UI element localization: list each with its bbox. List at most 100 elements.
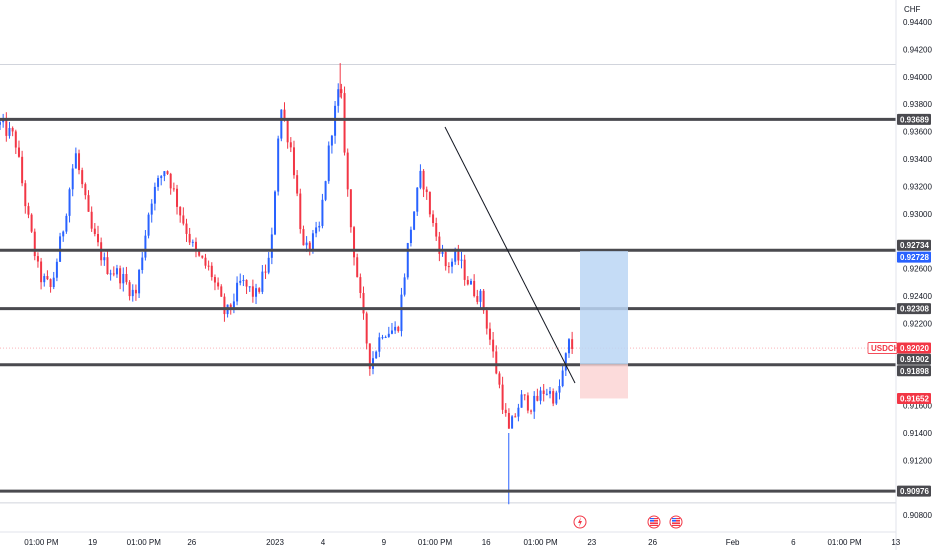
candle-body xyxy=(381,337,384,339)
trend-line[interactable] xyxy=(444,126,576,384)
candle-body xyxy=(185,223,188,234)
position-loss-zone[interactable] xyxy=(580,364,628,399)
candle-body xyxy=(305,242,308,246)
candle-body xyxy=(463,259,466,280)
candle-body xyxy=(460,259,463,261)
candle-body xyxy=(5,119,8,136)
candle-body xyxy=(213,277,216,283)
candle-body xyxy=(492,339,495,352)
candle-body xyxy=(511,416,514,429)
candle-body xyxy=(172,188,175,190)
x-tick-label: 2023 xyxy=(266,538,284,547)
candle-body xyxy=(552,391,555,404)
x-tick-label: 13 xyxy=(891,538,900,547)
plot-area[interactable] xyxy=(0,63,896,505)
candle-body xyxy=(17,147,20,157)
candle-body xyxy=(255,288,258,297)
candle-body xyxy=(473,280,476,297)
price-label-text: 0.91902 xyxy=(900,355,929,364)
us-flag-icon[interactable] xyxy=(647,515,661,529)
us-flag-icon[interactable] xyxy=(669,515,683,529)
candle-body xyxy=(239,280,242,283)
position-profit-zone[interactable] xyxy=(580,251,628,365)
event-markers[interactable] xyxy=(573,515,683,529)
candle-body xyxy=(150,203,153,215)
candle-body xyxy=(378,337,381,352)
candle-body xyxy=(93,228,96,234)
price-label-bg xyxy=(897,342,931,354)
candle-body xyxy=(330,135,333,146)
candle-body xyxy=(43,276,46,283)
candle-body xyxy=(482,290,485,311)
candle-body xyxy=(498,373,501,385)
x-tick-label: 01:00 PM xyxy=(523,538,558,547)
candle-body xyxy=(356,257,359,278)
candle-body xyxy=(479,290,482,302)
candle-body xyxy=(425,189,428,193)
candle-body xyxy=(112,273,115,275)
candle-body xyxy=(207,265,210,267)
candle-body xyxy=(245,279,248,287)
candle-body xyxy=(147,214,150,236)
lightning-icon[interactable] xyxy=(573,515,587,529)
candle-body xyxy=(220,286,223,297)
candle-body xyxy=(349,189,352,228)
candle-body xyxy=(55,261,58,278)
y-tick-label: 0.94000 xyxy=(903,73,932,82)
candle-body xyxy=(163,171,166,177)
candle-body xyxy=(324,181,327,200)
candle-body xyxy=(33,231,36,257)
candle-body xyxy=(419,170,422,188)
candle-body xyxy=(0,122,1,125)
candle-body xyxy=(337,89,340,106)
candle-body xyxy=(299,193,302,230)
flag-canton xyxy=(650,518,654,522)
candle-body xyxy=(526,395,529,411)
candle-body xyxy=(488,328,491,340)
candle-body xyxy=(447,266,450,268)
candle-body xyxy=(403,277,406,295)
candle-body xyxy=(457,251,460,261)
time-axis[interactable]: 01:00 PM 19 01:00 PM 26 2023 4 9 01:00 PM 16 01:0… xyxy=(24,538,901,547)
price-label-text: 0.92728 xyxy=(900,253,929,262)
candle-body xyxy=(428,192,431,215)
candle-body xyxy=(24,183,27,207)
candle-body xyxy=(30,214,33,232)
candle-body xyxy=(327,145,330,182)
y-tick-label: 0.92600 xyxy=(903,265,932,274)
candle-body xyxy=(204,257,207,266)
candle-body xyxy=(14,131,17,148)
candle-body xyxy=(242,279,245,281)
candle-body xyxy=(514,416,517,418)
price-label-bg xyxy=(897,485,931,497)
candle-body xyxy=(384,336,387,338)
candle-body xyxy=(315,227,318,234)
candle-body xyxy=(476,296,479,302)
candle-body xyxy=(166,171,169,174)
candle-body xyxy=(485,310,488,329)
candle-body xyxy=(400,294,403,332)
x-tick-label: 4 xyxy=(321,538,326,547)
candle-body xyxy=(119,268,122,284)
price-label-bg xyxy=(897,392,931,404)
currency-label: CHF xyxy=(904,5,921,14)
candle-body xyxy=(160,176,163,179)
candle-body xyxy=(153,186,156,204)
price-axis[interactable]: 0.94400 0.94200 0.94000 0.93800 0.93600 0.934… xyxy=(903,18,932,520)
x-tick-label: 26 xyxy=(187,538,196,547)
price-label-text: 0.92734 xyxy=(900,241,929,250)
x-tick-label: 23 xyxy=(587,538,596,547)
candle-body xyxy=(536,395,539,401)
candle-body xyxy=(416,187,419,212)
candle-body xyxy=(188,233,191,243)
candle-body xyxy=(201,255,204,258)
x-tick-label: 9 xyxy=(382,538,387,547)
candle-body xyxy=(144,235,147,258)
candle-body xyxy=(182,215,185,224)
candle-body xyxy=(567,339,570,354)
y-tick-label: 0.91400 xyxy=(903,429,932,438)
candle-body xyxy=(21,156,24,184)
candle-body xyxy=(353,227,356,258)
